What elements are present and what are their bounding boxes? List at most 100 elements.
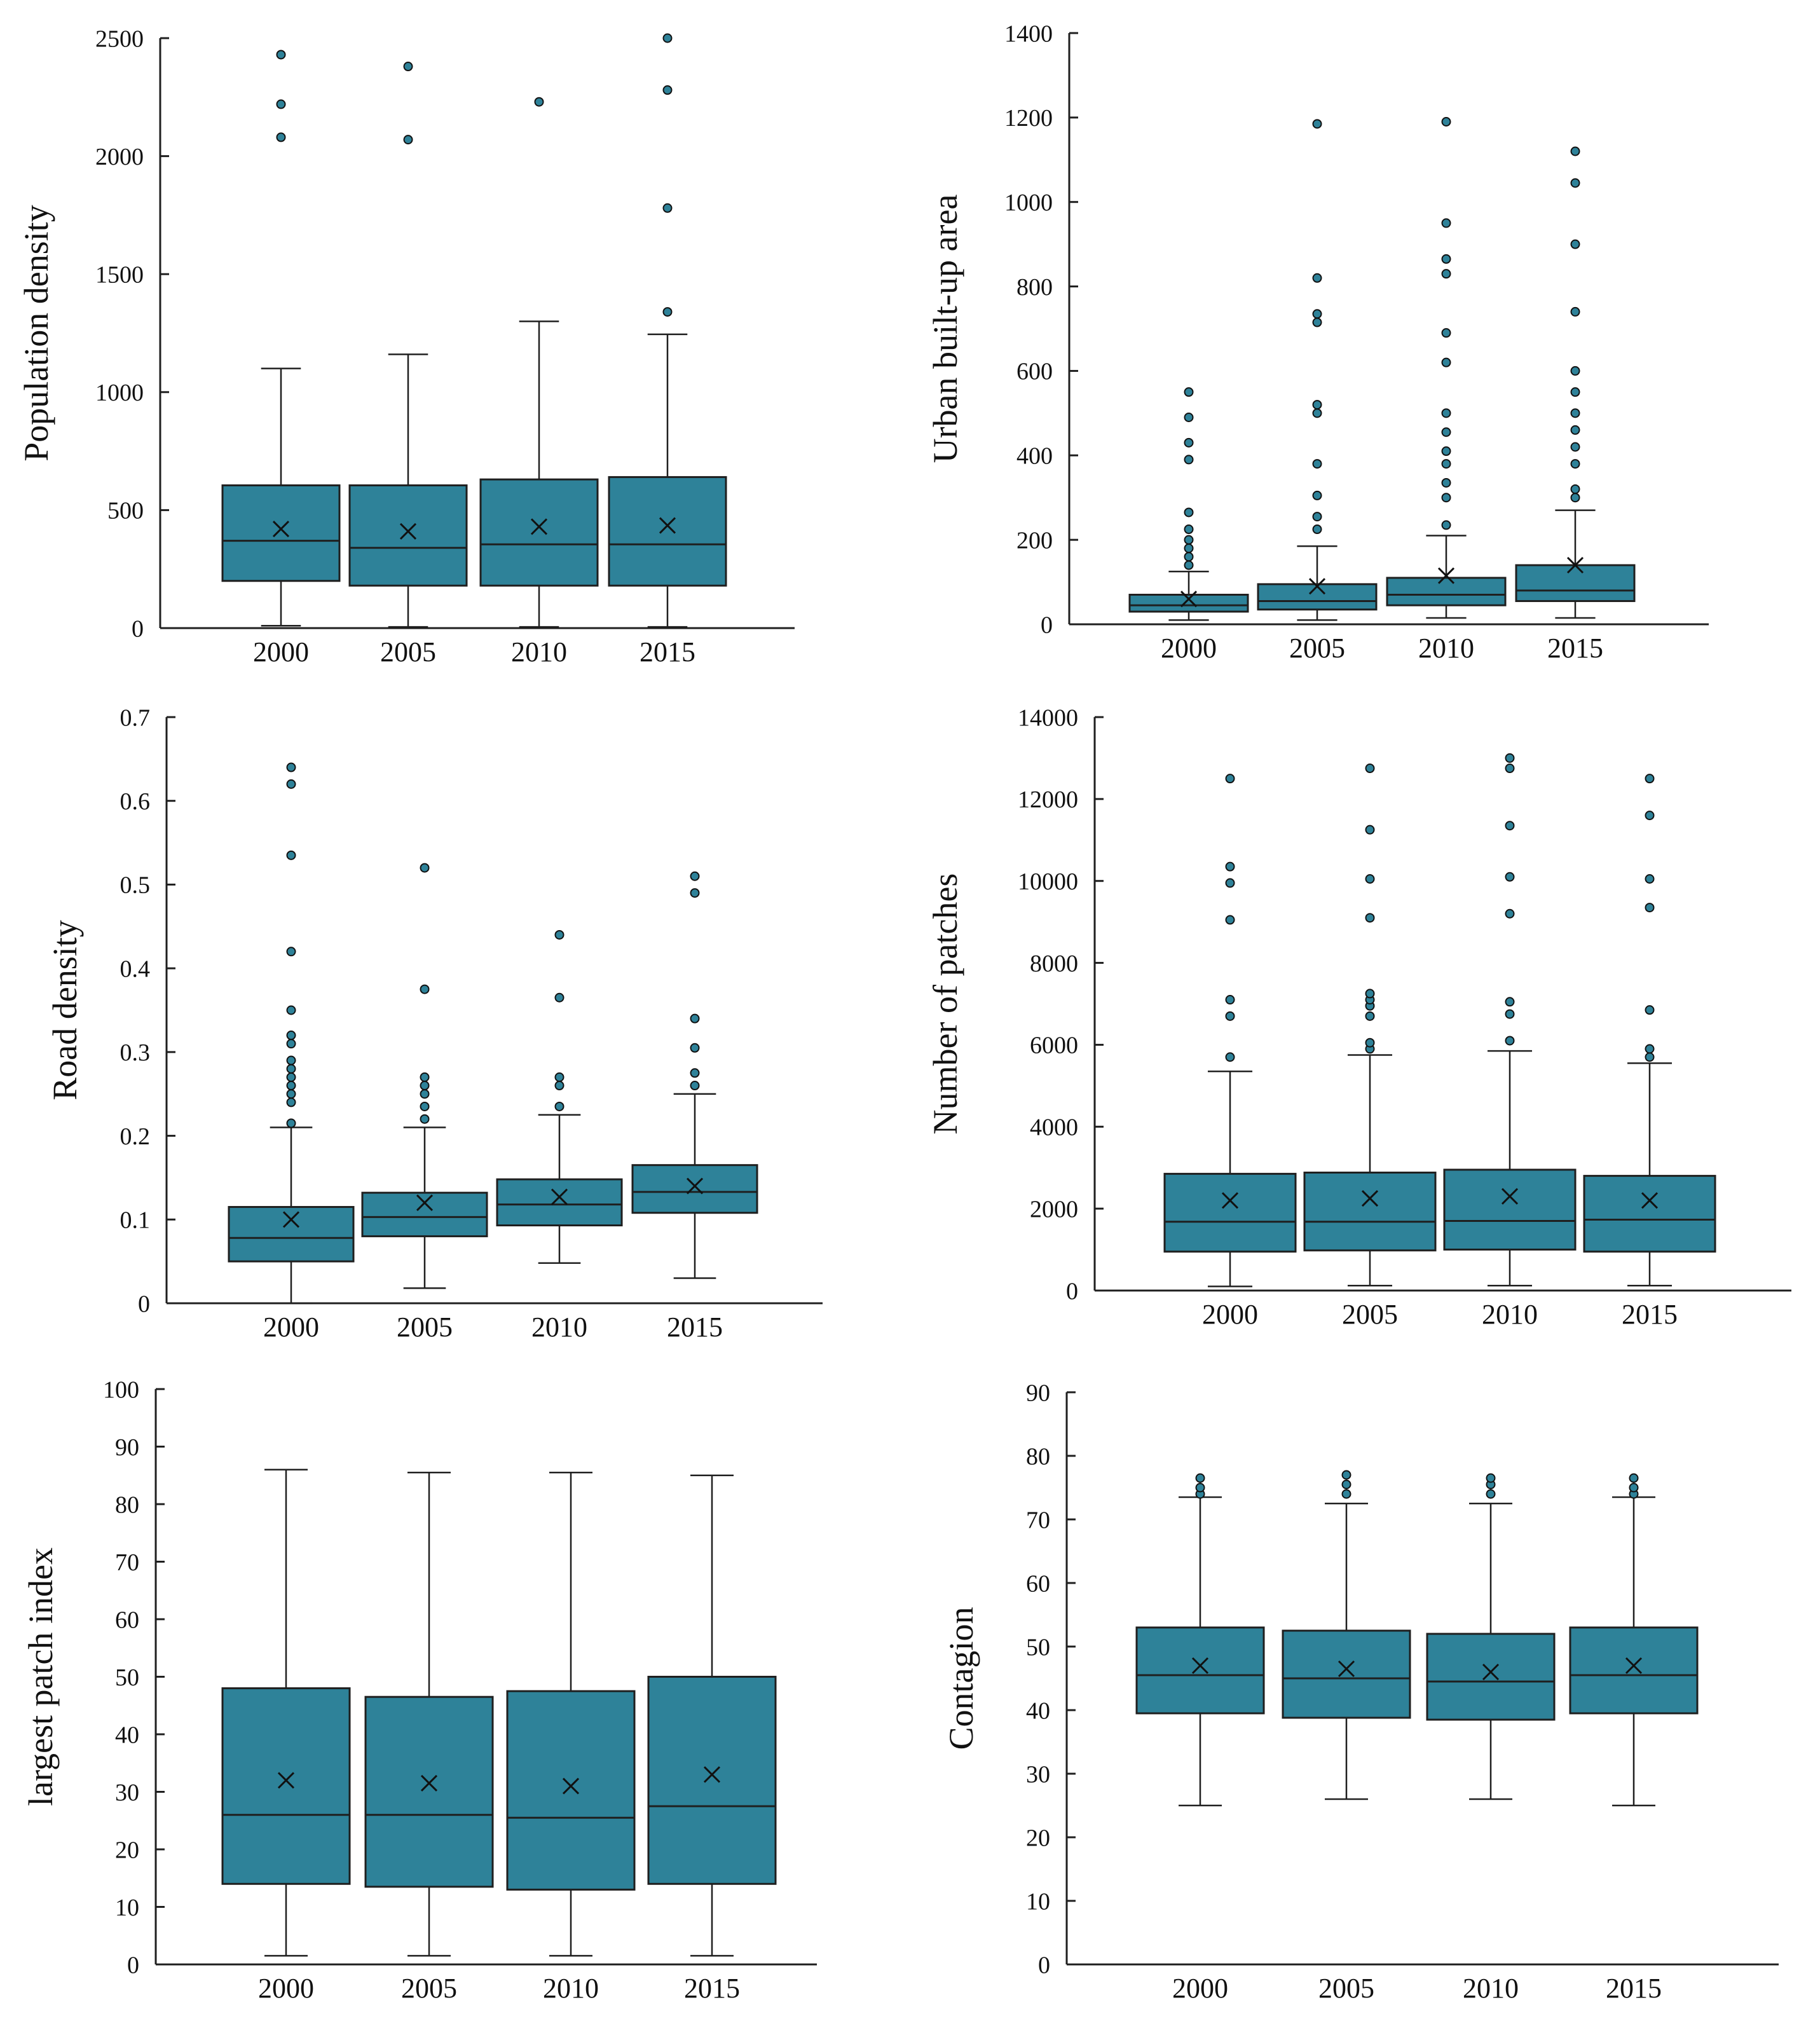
- iqr-box: [479, 478, 599, 587]
- box-2000: [1128, 387, 1249, 621]
- outlier-point: [690, 1013, 700, 1024]
- outlier-point: [1645, 903, 1655, 913]
- x-tick-label: 2010: [1463, 1973, 1519, 2004]
- outlier-point: [286, 1118, 296, 1128]
- y-tick-label: 1000: [95, 380, 144, 406]
- box-2010: [1386, 117, 1507, 619]
- box-2005: [1303, 764, 1437, 1287]
- x-tick-label: 2015: [1606, 1973, 1662, 2004]
- outlier-point: [1312, 490, 1322, 500]
- x-tick-label: 2015: [1622, 1299, 1678, 1330]
- y-tick-label: 2000: [95, 144, 144, 170]
- outlier-point: [554, 1081, 564, 1091]
- x-tick-label: 2000: [1161, 633, 1217, 664]
- outlier-point: [1312, 524, 1322, 535]
- outlier-point: [1645, 1052, 1655, 1062]
- iqr-box: [631, 1164, 758, 1214]
- outlier-point: [554, 929, 564, 940]
- y-axis-label: Population density: [17, 205, 55, 462]
- outlier-point: [1570, 442, 1580, 452]
- y-tick-label: 30: [115, 1779, 139, 1806]
- outlier-point: [1570, 146, 1580, 156]
- outlier-point: [534, 97, 544, 107]
- y-tick-label: 0.4: [120, 956, 151, 982]
- outlier-point: [420, 1081, 430, 1091]
- outlier-point: [1441, 520, 1451, 530]
- y-tick-label: 90: [1026, 1380, 1050, 1406]
- y-tick-label: 0.7: [120, 704, 151, 731]
- iqr-box: [506, 1690, 636, 1891]
- x-tick-label: 2005: [380, 636, 436, 668]
- box-2015: [631, 871, 758, 1279]
- iqr-box: [1443, 1168, 1577, 1251]
- mean-marker: [1501, 1188, 1519, 1205]
- outlier-point: [1645, 1005, 1655, 1015]
- y-tick-label: 6000: [1030, 1032, 1078, 1059]
- x-tick-label: 2015: [1547, 633, 1603, 664]
- outlier-point: [1441, 493, 1451, 503]
- y-tick-label: 100: [103, 1376, 139, 1403]
- outlier-point: [1441, 357, 1451, 367]
- outlier-point: [420, 984, 430, 994]
- box-2015: [1515, 146, 1636, 619]
- outlier-point: [286, 1005, 296, 1015]
- x-tick-label: 2000: [253, 636, 309, 668]
- iqr-box: [221, 1687, 351, 1885]
- y-tick-label: 60: [115, 1607, 139, 1633]
- outlier-point: [1629, 1483, 1639, 1493]
- outlier-point: [286, 762, 296, 772]
- outlier-point: [276, 132, 286, 142]
- outlier-point: [1441, 269, 1451, 279]
- outlier-point: [1225, 878, 1235, 888]
- outlier-point: [286, 1081, 296, 1091]
- outlier-point: [690, 888, 700, 898]
- iqr-box: [1282, 1629, 1411, 1719]
- mean-marker: [1625, 1657, 1643, 1675]
- outlier-point: [1184, 455, 1194, 465]
- y-tick-label: 10: [1026, 1888, 1050, 1915]
- outlier-point: [1225, 1011, 1235, 1021]
- mean-marker: [659, 517, 676, 534]
- iqr-box: [221, 484, 341, 582]
- x-tick-label: 2000: [1202, 1299, 1258, 1330]
- outlier-point: [1365, 874, 1375, 884]
- outlier-point: [690, 1068, 700, 1078]
- outlier-point: [1184, 437, 1194, 448]
- y-tick-label: 70: [1026, 1507, 1050, 1533]
- chart-panel-3: 0 0.1 0.2 0.3 0.4 0.5 0.6 0.7 Road density 2000 20…: [46, 704, 823, 1343]
- box-2000: [1163, 774, 1297, 1287]
- y-tick-label: 30: [1026, 1761, 1050, 1788]
- outlier-point: [1441, 328, 1451, 338]
- outlier-point: [420, 1072, 430, 1082]
- y-tick-label: 50: [115, 1664, 139, 1691]
- outlier-point: [662, 203, 673, 213]
- y-tick-label: 2000: [1030, 1196, 1078, 1223]
- y-axis-label: Road density: [46, 920, 84, 1100]
- y-tick-label: 50: [1026, 1634, 1050, 1661]
- mean-marker: [1437, 567, 1455, 584]
- outlier-point: [1184, 535, 1194, 545]
- outlier-point: [1184, 387, 1194, 397]
- iqr-box: [608, 476, 727, 587]
- box-2005: [1282, 1470, 1411, 1800]
- box-2010: [496, 929, 623, 1264]
- outlier-point: [1570, 493, 1580, 503]
- outlier-point: [1441, 254, 1451, 264]
- outlier-point: [1441, 446, 1451, 456]
- iqr-box: [1128, 594, 1249, 613]
- outlier-point: [1505, 1036, 1515, 1046]
- outlier-point: [1184, 413, 1194, 422]
- box-2015: [1583, 774, 1716, 1287]
- outlier-point: [1570, 366, 1580, 376]
- outlier-point: [690, 1043, 700, 1053]
- y-axis-label: Urban built-up area: [926, 195, 964, 463]
- x-tick-label: 2005: [401, 1973, 457, 2004]
- x-tick-label: 2005: [1342, 1299, 1398, 1330]
- outlier-point: [1441, 408, 1451, 418]
- outlier-point: [1312, 309, 1322, 319]
- x-tick-label: 2005: [1318, 1973, 1374, 2004]
- y-tick-label: 80: [1026, 1443, 1050, 1470]
- y-tick-label: 0.6: [120, 788, 151, 815]
- y-tick-label: 0: [1038, 1952, 1050, 1978]
- outlier-point: [1486, 1489, 1496, 1499]
